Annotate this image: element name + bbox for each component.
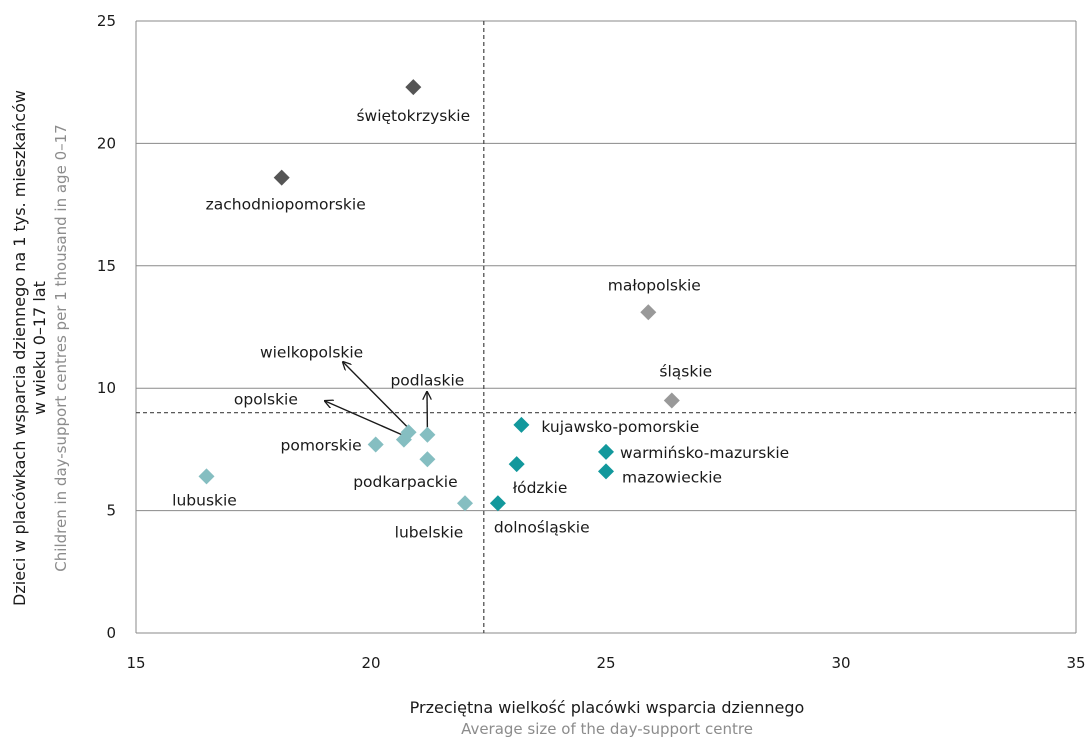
data-point-lubuskie (198, 468, 215, 485)
data-point-podkarpackie (419, 451, 436, 468)
point-label-pomorskie: pomorskie (281, 437, 362, 455)
y-tick-label: 0 (106, 624, 116, 642)
point-label-podkarpackie: podkarpackie (353, 473, 457, 491)
y-tick-label: 20 (97, 134, 116, 152)
data-point-warmińsko-mazurskie (598, 443, 614, 460)
y-axis-title-line1: Dzieci w placówkach wsparcia dziennego n… (10, 90, 29, 606)
point-labels: świętokrzyskie zachodniopomorskie małopols… (172, 107, 789, 541)
point-label-śląskie: śląskie (659, 362, 712, 380)
tick-labels: 0 5 10 15 20 25 15 20 25 30 35 (97, 12, 1086, 672)
y-tick-label: 15 (97, 257, 116, 275)
data-point-zachodniopomorskie (273, 169, 290, 186)
data-point-dolnośląskie (489, 495, 506, 512)
x-tick-label: 30 (831, 654, 850, 672)
y-axis-title: Dzieci w placówkach wsparcia dziennego n… (10, 90, 29, 606)
data-point-wielkopolskie (400, 424, 417, 441)
y-tick-label: 10 (97, 379, 116, 397)
x-tick-label: 35 (1066, 654, 1085, 672)
data-point-małopolskie (640, 304, 657, 321)
data-point-podlaskie (419, 426, 436, 443)
data-point-lubelskie (457, 495, 473, 512)
data-point-mazowieckie (598, 463, 614, 480)
x-tick-label: 25 (596, 654, 615, 672)
point-label-wielkopolskie: wielkopolskie (260, 343, 363, 361)
reference-lines (136, 21, 1076, 633)
data-point-kujawsko-pomorskie (513, 416, 530, 433)
data-point-łódzkie (508, 456, 525, 473)
y-tick-label: 5 (106, 502, 116, 520)
data-point-śląskie (663, 392, 680, 409)
point-label-łódzkie: łódzkie (513, 479, 568, 497)
gridlines (135, 20, 1077, 634)
label-leader-arrows (325, 362, 427, 437)
point-label-małopolskie: małopolskie (608, 276, 701, 294)
y-axis-title-en: Children in day-support centres per 1 th… (52, 124, 70, 571)
point-label-dolnośląskie: dolnośląskie (494, 518, 590, 536)
point-label-lubuskie: lubuskie (172, 491, 237, 509)
data-point-świętokrzyskie (405, 79, 422, 96)
point-label-lubelskie: lubelskie (395, 523, 464, 541)
x-tick-label: 20 (361, 654, 380, 672)
leader-arrow-wielkopolskie (343, 362, 410, 429)
x-axis-title-en: Average size of the day-support centre (461, 720, 753, 738)
point-label-warmińsko-mazurskie: warmińsko-mazurskie (620, 444, 789, 462)
point-label-kujawsko-pomorskie: kujawsko-pomorskie (541, 418, 699, 436)
leader-arrow-opolskie (325, 401, 405, 437)
y-axis-title-line2: w wieku 0–17 lat (30, 281, 49, 415)
x-axis-title: Przeciętna wielkość placówki wsparcia dz… (410, 698, 805, 717)
point-label-mazowieckie: mazowieckie (622, 468, 722, 486)
y-tick-label: 25 (97, 12, 116, 30)
data-point-pomorskie (367, 436, 384, 453)
y-axis-title-line2-group: w wieku 0–17 lat (30, 281, 49, 415)
data-points (198, 79, 680, 512)
point-label-podlaskie: podlaskie (390, 372, 464, 390)
y-axis-title-en-group: Children in day-support centres per 1 th… (52, 124, 70, 571)
point-label-opolskie: opolskie (234, 391, 298, 409)
point-label-zachodniopomorskie: zachodniopomorskie (206, 196, 366, 214)
x-tick-label: 15 (126, 654, 145, 672)
point-label-świętokrzyskie: świętokrzyskie (356, 107, 470, 125)
